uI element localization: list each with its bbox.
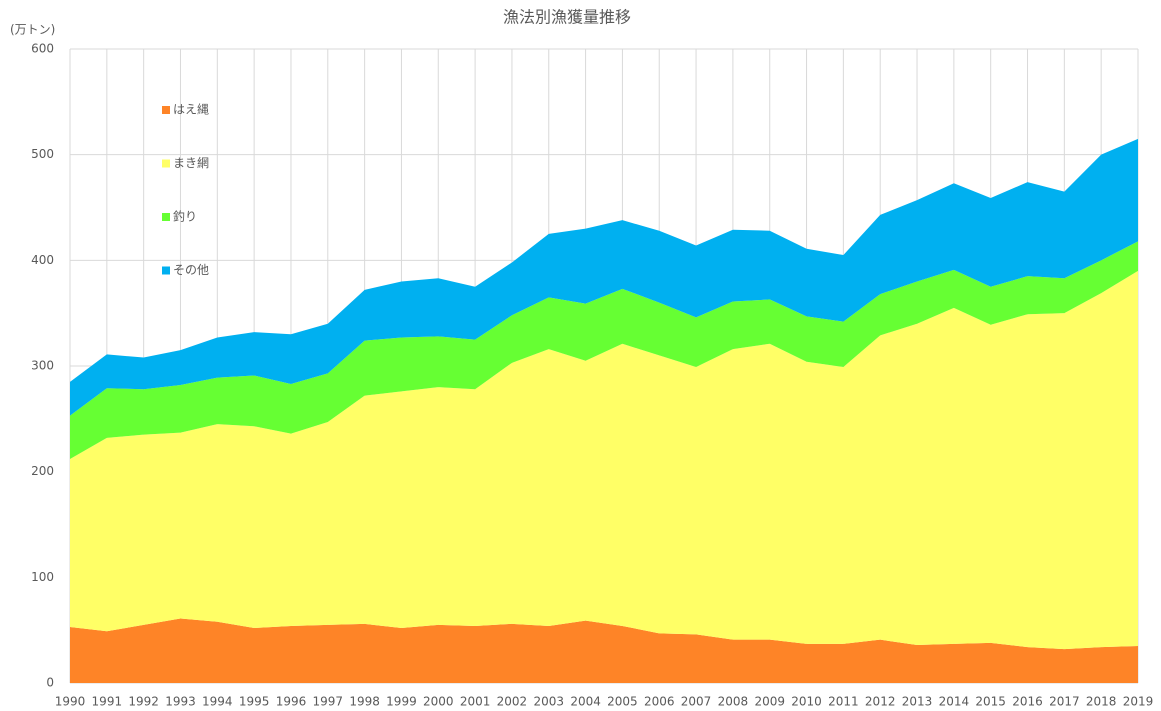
x-tick-label: 2012 <box>865 695 896 709</box>
x-tick-label: 2002 <box>497 695 528 709</box>
x-tick-label: 2015 <box>975 695 1006 709</box>
x-tick-label: 1992 <box>128 695 159 709</box>
x-tick-label: 2016 <box>1012 695 1043 709</box>
x-tick-label: 2003 <box>533 695 564 709</box>
x-tick-label: 2014 <box>939 695 970 709</box>
chart-title: 漁法別漁獲量推移 <box>503 8 631 27</box>
x-tick-label: 1990 <box>55 695 86 709</box>
x-tick-label: 1993 <box>165 695 196 709</box>
y-tick-label: 100 <box>31 570 54 584</box>
x-tick-label: 2017 <box>1049 695 1080 709</box>
legend-label: その他 <box>173 263 209 277</box>
x-tick-label: 1994 <box>202 695 233 709</box>
labels: 0 100 200 300 400 500 600 1990 1991 1992 1993 1994 1… <box>31 42 1153 709</box>
area <box>70 270 1138 650</box>
legend-swatch <box>162 213 170 221</box>
y-tick-label: 600 <box>31 42 54 56</box>
x-tick-label: 2010 <box>791 695 822 709</box>
x-tick-label: 2007 <box>681 695 712 709</box>
x-tick-label: 2011 <box>828 695 859 709</box>
x-tick-label: 2019 <box>1123 695 1154 709</box>
area <box>70 138 1138 416</box>
x-tick-label: 1996 <box>276 695 307 709</box>
x-tick-label: 2009 <box>754 695 785 709</box>
y-tick-label: 300 <box>31 359 54 373</box>
y-tick-label: 400 <box>31 253 54 267</box>
x-tick-label: 2006 <box>644 695 675 709</box>
area <box>70 618 1138 683</box>
y-axis-label: (万トン) <box>10 23 55 37</box>
legend-label: はえ縄 <box>173 102 209 117</box>
y-tick-label: 200 <box>31 464 54 478</box>
x-tick-label: 1997 <box>313 695 344 709</box>
x-tick-label: 2001 <box>460 695 491 709</box>
x-tick-label: 1995 <box>239 695 270 709</box>
x-tick-label: 2005 <box>607 695 638 709</box>
y-tick-label: 0 <box>46 676 54 690</box>
x-tick-label: 2018 <box>1086 695 1117 709</box>
x-tick-label: 1998 <box>349 695 380 709</box>
legend-swatch <box>162 106 170 114</box>
area <box>70 241 1138 459</box>
y-tick-label: 500 <box>31 147 54 161</box>
areas <box>70 138 1138 683</box>
legend-swatch <box>162 159 170 168</box>
x-tick-label: 2008 <box>718 695 749 709</box>
x-tick-label: 1999 <box>386 695 417 709</box>
legend-swatch <box>162 266 170 275</box>
x-tick-label: 2004 <box>570 695 601 709</box>
x-tick-label: 2000 <box>423 695 454 709</box>
x-tick-label: 1991 <box>92 695 123 709</box>
legend-label: まき網 <box>173 156 209 170</box>
x-tick-label: 2013 <box>902 695 933 709</box>
legend-label: 釣り <box>173 209 197 224</box>
